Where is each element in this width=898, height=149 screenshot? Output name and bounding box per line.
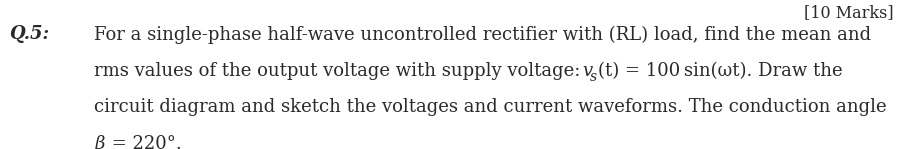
Text: v: v bbox=[582, 62, 592, 80]
Text: β: β bbox=[94, 135, 105, 149]
Text: rms values of the output voltage with supply voltage:: rms values of the output voltage with su… bbox=[94, 62, 586, 80]
Text: Q.5:: Q.5: bbox=[9, 25, 49, 43]
Text: For a single-phase half-wave uncontrolled rectifier with (RL) load, find the mea: For a single-phase half-wave uncontrolle… bbox=[94, 25, 871, 44]
Text: [10 Marks]: [10 Marks] bbox=[804, 4, 894, 21]
Text: circuit diagram and sketch the voltages and current waveforms. The conduction an: circuit diagram and sketch the voltages … bbox=[94, 98, 887, 116]
Text: s: s bbox=[589, 70, 596, 84]
Text: (t) = 100 sin(ωt). Draw the: (t) = 100 sin(ωt). Draw the bbox=[598, 62, 842, 80]
Text: = 220°.: = 220°. bbox=[106, 135, 181, 149]
